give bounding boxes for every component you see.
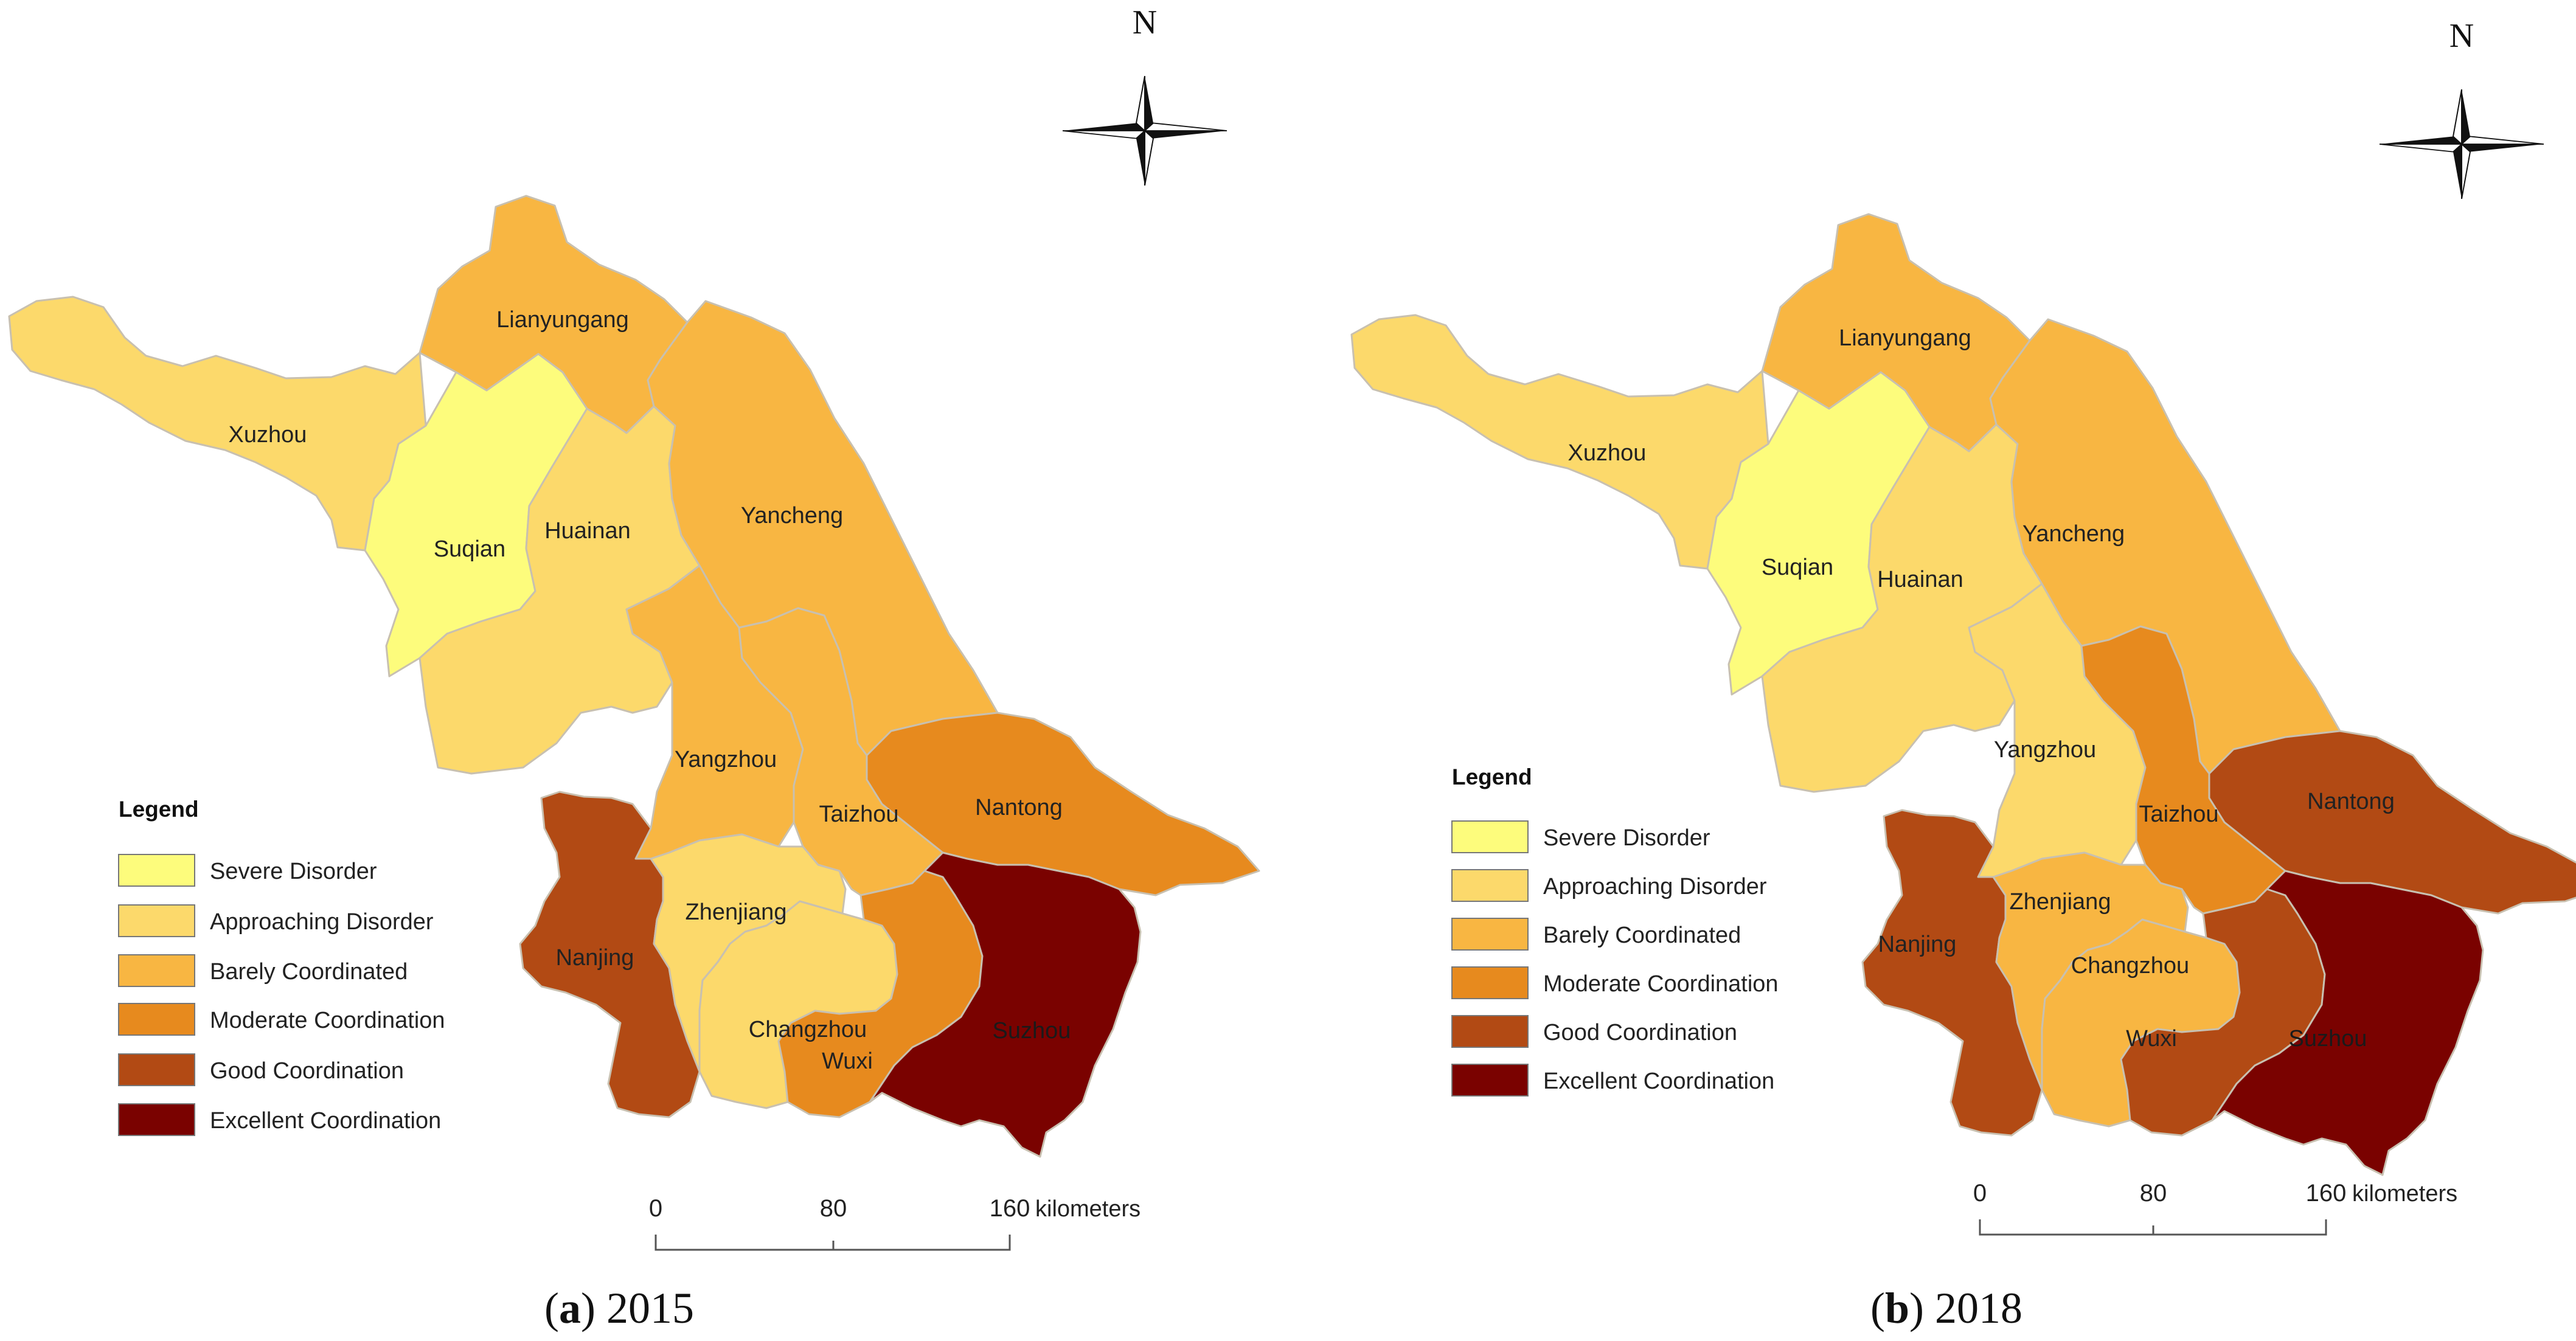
north-label: N (1133, 4, 1157, 41)
legend-label: Approaching Disorder (210, 909, 434, 935)
map-2015-regions (8, 195, 1260, 1158)
legend-swatch (118, 954, 195, 987)
legend-label: Good Coordination (210, 1058, 404, 1084)
legend-swatch (118, 1053, 195, 1086)
city-label-nantong: Nantong (975, 795, 1063, 820)
map-2018-city-labels: Xuzhou Lianyungang Suqian Huainan Yanche… (1568, 325, 2395, 1052)
city-label-nantong: Nantong (2307, 789, 2395, 814)
scale-tick-label: 80 (820, 1195, 847, 1222)
city-label-taizhou: Taizhou (2139, 802, 2219, 827)
city-label-yangzhou: Yangzhou (1994, 737, 2096, 763)
north-arrow-2015: N (1062, 4, 1227, 186)
legend-item-approaching-disorder: Approaching Disorder (1451, 869, 1767, 902)
legend-swatch (118, 904, 195, 937)
city-label-lianyungang: Lianyungang (1839, 325, 1971, 351)
city-label-zhenjiang: Zhenjiang (2010, 889, 2111, 915)
region-nanjing (1861, 809, 2043, 1137)
scale-tick-label: 160 (990, 1195, 1030, 1222)
city-label-changzhou: Changzhou (2071, 953, 2189, 979)
map-caption: (a) 2015 (544, 1284, 694, 1332)
city-label-zhenjiang: Zhenjiang (686, 899, 787, 925)
scale-bar-2018: 0 80 160 kilometers (1973, 1180, 2457, 1236)
legend-swatch (1451, 820, 1529, 853)
map-2015: Xuzhou Lianyungang Suqian Huainan Yanche… (8, 4, 1260, 1332)
legend-item-excellent-coordination: Excellent Coordination (1451, 1064, 1774, 1097)
legend-label: Approaching Disorder (1543, 874, 1767, 899)
legend-item-barely-coordinated: Barely Coordinated (118, 954, 408, 987)
legend-label: Good Coordination (1543, 1020, 1737, 1045)
legend-swatch (1451, 966, 1529, 999)
scale-unit: kilometers (1035, 1196, 1140, 1222)
scale-tick-label: 80 (2140, 1180, 2167, 1207)
legend-swatch (118, 1003, 195, 1036)
scale-tick-label: 0 (649, 1195, 662, 1222)
region-suzhou (869, 851, 1142, 1158)
city-label-suqian: Suqian (1762, 555, 1833, 580)
legend-item-severe-disorder: Severe Disorder (118, 854, 377, 887)
legend-label: Moderate Coordination (1543, 971, 1779, 997)
legend-swatch (118, 854, 195, 887)
compass-rose-icon (1062, 75, 1227, 186)
city-label-lianyungang: Lianyungang (496, 307, 629, 333)
legend-label: Moderate Coordination (210, 1008, 445, 1033)
legend-item-severe-disorder: Severe Disorder (1451, 820, 1710, 853)
city-label-suzhou: Suzhou (2289, 1026, 2367, 1052)
city-label-nanjing: Nanjing (556, 945, 634, 971)
city-label-huainan: Huainan (544, 518, 631, 544)
legend-item-excellent-coordination: Excellent Coordination (118, 1103, 441, 1136)
scale-bar-line (1979, 1219, 2327, 1236)
legend-label: Severe Disorder (210, 859, 377, 884)
legend-label: Severe Disorder (1543, 825, 1710, 851)
region-suzhou (2211, 870, 2484, 1176)
legend-item-barely-coordinated: Barely Coordinated (1451, 918, 1741, 951)
north-label: N (2449, 17, 2474, 55)
legend-item-good-coordination: Good Coordination (118, 1053, 404, 1086)
north-arrow-2018: N (2379, 17, 2544, 199)
region-nanjing (519, 791, 701, 1118)
city-label-yancheng: Yancheng (2022, 521, 2125, 547)
scale-tick-label: 0 (1973, 1180, 1987, 1207)
city-label-wuxi: Wuxi (822, 1048, 873, 1074)
map-2015-city-labels: Xuzhou Lianyungang Suqian Huainan Yanche… (229, 307, 1071, 1074)
city-label-wuxi: Wuxi (2126, 1026, 2177, 1052)
legend-item-moderate-coordination: Moderate Coordination (1451, 966, 1779, 999)
legend-swatch (1451, 918, 1529, 951)
map-2018: Xuzhou Lianyungang Suqian Huainan Yanche… (1350, 17, 2576, 1332)
compass-rose-icon (2379, 89, 2544, 199)
city-label-suqian: Suqian (434, 536, 505, 562)
legend-label: Excellent Coordination (210, 1108, 441, 1134)
city-label-changzhou: Changzhou (749, 1017, 867, 1042)
city-label-huainan: Huainan (1877, 567, 1963, 592)
city-label-yancheng: Yancheng (741, 503, 843, 528)
scale-unit: kilometers (2352, 1181, 2457, 1207)
legend-swatch (1451, 1015, 1529, 1048)
city-label-yangzhou: Yangzhou (675, 747, 777, 772)
legend-swatch (118, 1103, 195, 1136)
scale-bar-2015: 0 80 160 kilometers (649, 1195, 1140, 1251)
map-caption: (b) 2018 (1870, 1284, 2022, 1332)
city-label-xuzhou: Xuzhou (229, 422, 307, 448)
region-xuzhou (1350, 314, 1769, 570)
scale-tick-label: 160 (2306, 1180, 2347, 1207)
legend-swatch (1451, 869, 1529, 902)
region-xuzhou (8, 296, 427, 552)
legend-item-moderate-coordination: Moderate Coordination (118, 1003, 445, 1036)
city-label-suzhou: Suzhou (993, 1018, 1071, 1044)
city-label-xuzhou: Xuzhou (1568, 440, 1647, 466)
legend-swatch (1451, 1064, 1529, 1097)
legend-title: Legend (1452, 764, 1532, 789)
legend-2015: Legend Severe Disorder Approaching Disor… (118, 797, 445, 1136)
legend-item-approaching-disorder: Approaching Disorder (118, 904, 434, 937)
legend-label: Excellent Coordination (1543, 1069, 1774, 1094)
scale-bar-line (654, 1235, 1011, 1251)
legend-2018: Legend Severe Disorder Approaching Disor… (1451, 764, 1779, 1097)
legend-label: Barely Coordinated (210, 959, 408, 985)
city-label-nanjing: Nanjing (1878, 932, 1957, 957)
legend-label: Barely Coordinated (1543, 923, 1741, 948)
legend-title: Legend (119, 797, 199, 822)
legend-item-good-coordination: Good Coordination (1451, 1015, 1737, 1048)
city-label-taizhou: Taizhou (819, 802, 899, 827)
map-2018-regions (1350, 213, 2576, 1176)
